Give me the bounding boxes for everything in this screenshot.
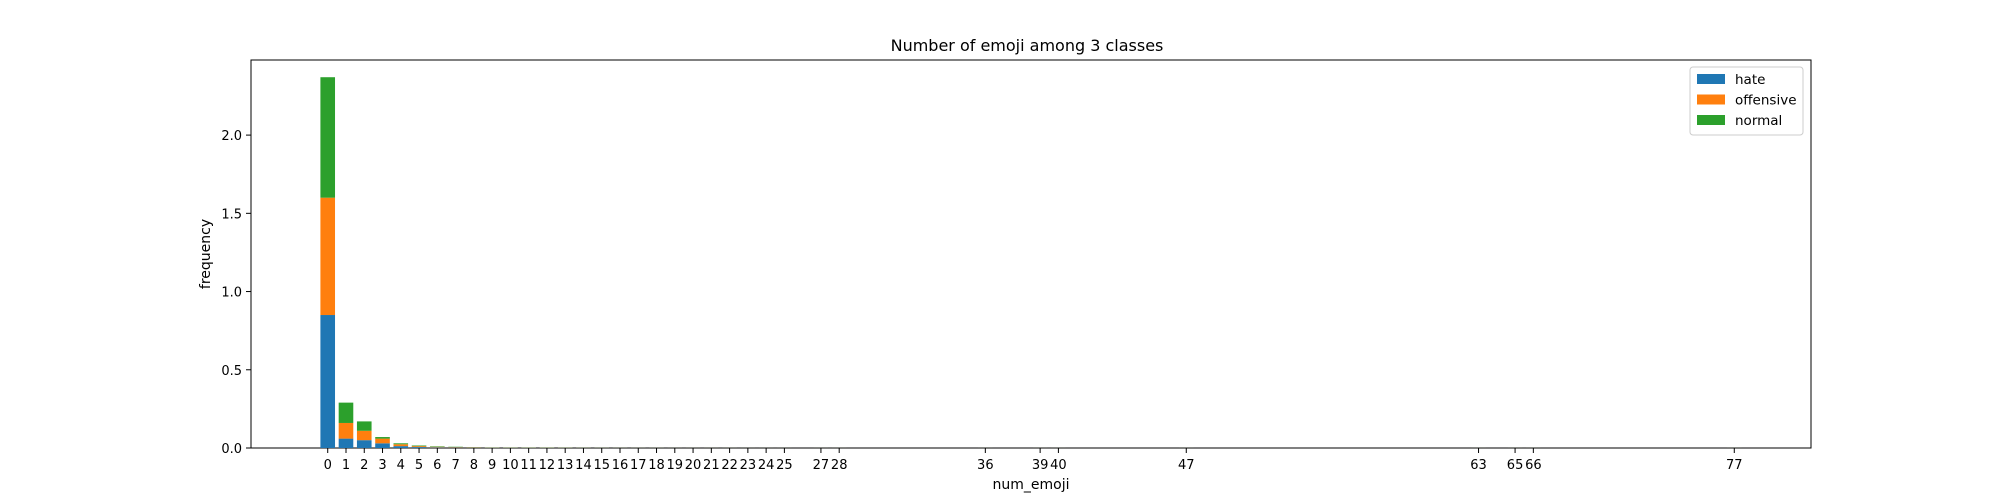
- bar-hate-0: [320, 315, 336, 448]
- x-tick-label: 15: [593, 458, 610, 473]
- bar-hate-6: [430, 447, 445, 448]
- bar-hate-2: [356, 440, 372, 448]
- x-tick-label: 8: [470, 458, 478, 473]
- x-tick-label: 22: [721, 458, 738, 473]
- x-tick-label: 4: [397, 458, 405, 473]
- x-tick-label: 77: [1726, 458, 1743, 473]
- x-tick-label: 3: [378, 458, 386, 473]
- y-tick-label: 2.0: [221, 129, 242, 144]
- x-axis-label: num_emoji: [993, 477, 1070, 493]
- x-tick-label: 5: [415, 458, 423, 473]
- legend-label-hate: hate: [1735, 72, 1765, 88]
- x-tick-label: 65: [1507, 458, 1524, 473]
- bar-offensive-1: [338, 422, 354, 439]
- x-tick-label: 28: [831, 458, 848, 473]
- x-tick-label: 36: [977, 458, 994, 473]
- y-axis-label: frequency: [198, 219, 214, 289]
- x-tick-label: 12: [539, 458, 556, 473]
- x-tick-label: 9: [488, 458, 496, 473]
- x-tick-label: 63: [1470, 458, 1487, 473]
- y-axis-ticks: 0.0 0.5 1.0 1.5 2.0: [221, 129, 251, 457]
- x-tick-label: 27: [813, 458, 830, 473]
- bar-offensive-6: [430, 446, 445, 448]
- y-tick-label: 0.5: [221, 364, 242, 379]
- bar-offensive-4: [393, 444, 409, 447]
- x-tick-label: 47: [1178, 458, 1195, 473]
- x-tick-label: 13: [557, 458, 574, 473]
- bar-hate-5: [411, 447, 427, 448]
- bar-normal-0: [320, 77, 336, 198]
- x-tick-label: 16: [612, 458, 629, 473]
- bar-hate-1: [338, 438, 354, 448]
- y-tick-label: 1.5: [221, 207, 242, 222]
- bars-group: [320, 77, 1742, 448]
- x-axis-ticks: 0 1 2 3 4 5 6 7 8 9 10 11 12 13 14 15 16 17 18 19 20 21 22 23 24…: [324, 448, 1743, 473]
- legend: hate offensive normal: [1689, 66, 1804, 136]
- x-tick-label: 11: [520, 458, 537, 473]
- x-tick-label: 1: [342, 458, 350, 473]
- bar-offensive-0: [320, 197, 336, 316]
- y-tick-label: 1.0: [221, 286, 242, 301]
- x-tick-label: 10: [502, 458, 519, 473]
- x-tick-label: 17: [630, 458, 647, 473]
- x-tick-label: 66: [1525, 458, 1542, 473]
- legend-swatch-offensive: [1697, 94, 1725, 105]
- x-tick-label: 40: [1050, 458, 1067, 473]
- x-tick-label: 19: [667, 458, 684, 473]
- x-tick-label: 20: [685, 458, 702, 473]
- x-tick-label: 23: [740, 458, 757, 473]
- x-tick-label: 39: [1032, 458, 1049, 473]
- bar-hate-3: [375, 443, 390, 448]
- legend-label-offensive: offensive: [1735, 93, 1797, 109]
- legend-swatch-hate: [1697, 74, 1725, 84]
- plot-frame: [250, 59, 1812, 449]
- x-tick-label: 7: [451, 458, 459, 473]
- x-tick-label: 2: [360, 458, 368, 473]
- bar-offensive-3: [375, 438, 390, 444]
- chart-title: Number of emoji among 3 classes: [891, 36, 1164, 55]
- x-tick-label: 6: [433, 458, 441, 473]
- bar-normal-3: [375, 437, 390, 439]
- legend-swatch-normal: [1697, 115, 1725, 125]
- bar-normal-1: [338, 402, 354, 423]
- bar-normal-2: [356, 421, 372, 431]
- bar-normal-5: [411, 445, 427, 447]
- x-tick-label: 0: [324, 458, 332, 473]
- x-tick-label: 14: [575, 458, 592, 473]
- bar-normal-4: [393, 443, 409, 445]
- bar-offensive-2: [356, 430, 372, 441]
- x-tick-label: 24: [758, 458, 775, 473]
- x-tick-label: 18: [648, 458, 665, 473]
- bar-offensive-5: [411, 446, 427, 448]
- x-tick-label: 25: [776, 458, 793, 473]
- x-tick-label: 21: [703, 458, 720, 473]
- legend-label-normal: normal: [1735, 113, 1782, 129]
- y-tick-label: 0.0: [221, 442, 242, 457]
- bar-hate-4: [393, 446, 409, 448]
